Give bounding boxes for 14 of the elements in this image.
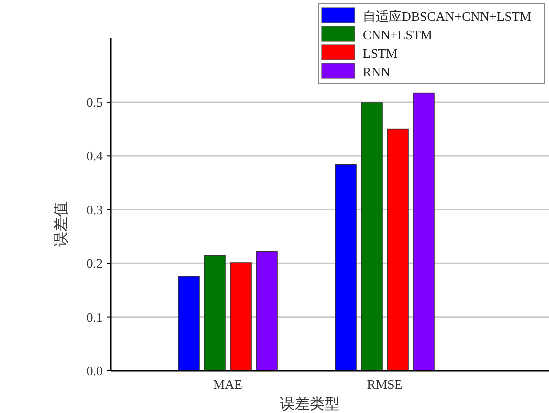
legend-label: 自适应DBSCAN+CNN+LSTM [363,9,532,24]
y-tick-label: 0.3 [86,202,103,218]
y-tick-label: 0.5 [86,94,103,110]
legend-label: CNN+LSTM [363,28,433,42]
y-tick-label: 0.1 [86,310,103,325]
y-tick-label: 0.4 [86,148,104,164]
y-tick-label: 0.2 [86,256,103,272]
legend-label: RNN [363,64,392,80]
y-tick-label: 0.0 [86,364,103,378]
y-axis-title: 误差值 [53,202,70,247]
x-axis-title: 误差类型 [280,396,340,413]
legend-label: LSTM [363,46,398,61]
x-tick-label: MAE [214,377,242,392]
x-tick-label: RMSE [367,377,403,392]
